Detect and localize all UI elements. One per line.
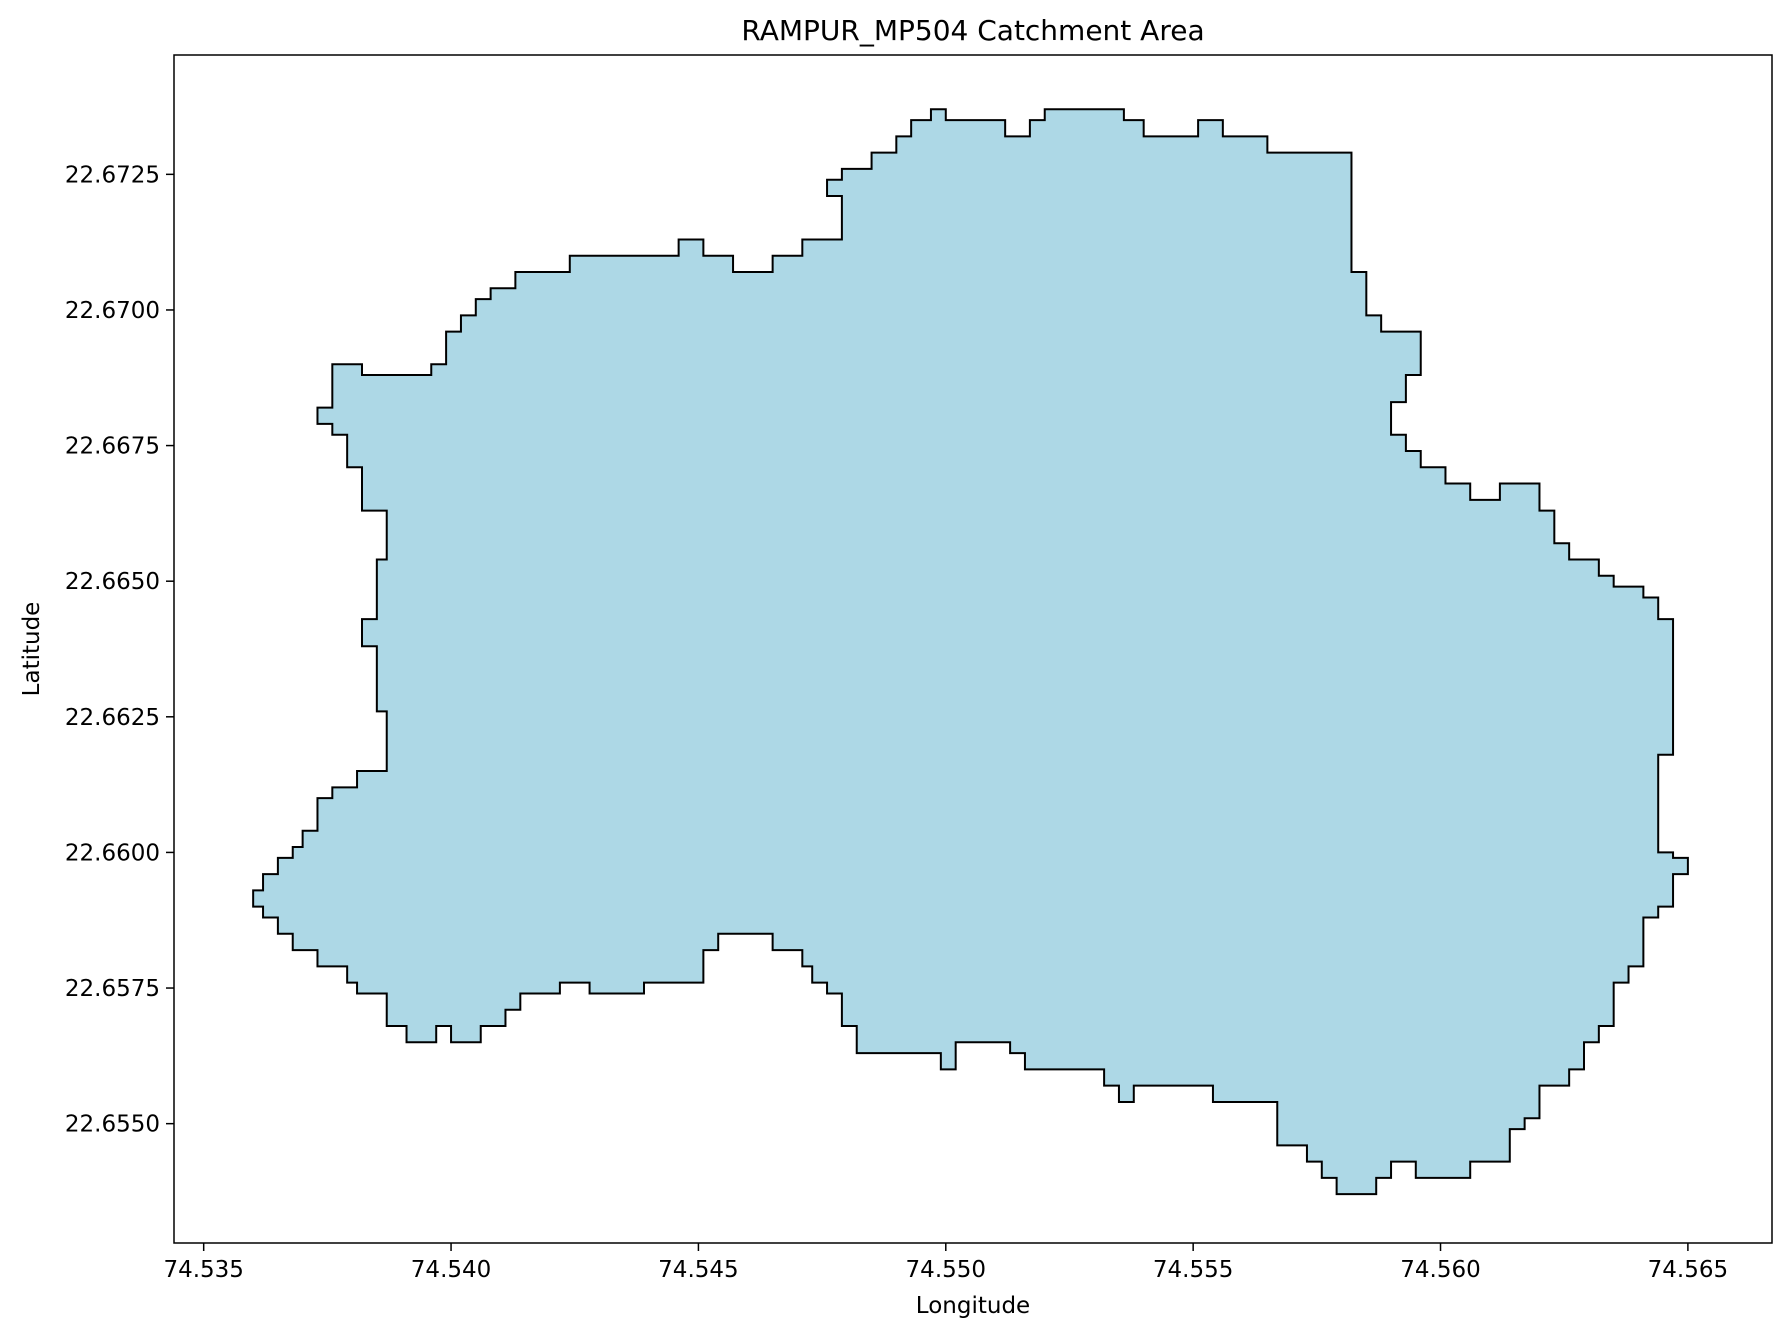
y-tick-label: 22.6625 bbox=[65, 705, 160, 731]
data-layer bbox=[252, 108, 1689, 1196]
y-tick-label: 22.6700 bbox=[65, 298, 160, 324]
y-axis: 22.6550 22.6575 22.6600 22.6625 22.6650 22.66… bbox=[65, 162, 174, 1138]
catchment-polygon bbox=[252, 108, 1689, 1196]
x-tick-label: 74.545 bbox=[658, 1257, 738, 1283]
x-axis-label: Longitude bbox=[916, 1293, 1030, 1319]
x-tick-label: 74.565 bbox=[1648, 1257, 1728, 1283]
chart-title: RAMPUR_MP504 Catchment Area bbox=[741, 14, 1204, 47]
y-axis-label: Latitude bbox=[19, 602, 45, 697]
y-tick-label: 22.6550 bbox=[65, 1112, 160, 1138]
x-axis: 74.535 74.540 74.545 74.550 74.555 74.560 74.5… bbox=[163, 1243, 1728, 1283]
y-tick-label: 22.6725 bbox=[65, 162, 160, 188]
x-tick-label: 74.550 bbox=[906, 1257, 986, 1283]
x-tick-label: 74.535 bbox=[163, 1257, 243, 1283]
x-tick-label: 74.540 bbox=[411, 1257, 491, 1283]
x-tick-label: 74.555 bbox=[1153, 1257, 1233, 1283]
y-tick-label: 22.6600 bbox=[65, 840, 160, 866]
axes-frame bbox=[173, 54, 1773, 1244]
y-tick-label: 22.6675 bbox=[65, 434, 160, 460]
x-tick-label: 74.560 bbox=[1400, 1257, 1480, 1283]
y-tick-label: 22.6575 bbox=[65, 976, 160, 1002]
y-tick-label: 22.6650 bbox=[65, 569, 160, 595]
